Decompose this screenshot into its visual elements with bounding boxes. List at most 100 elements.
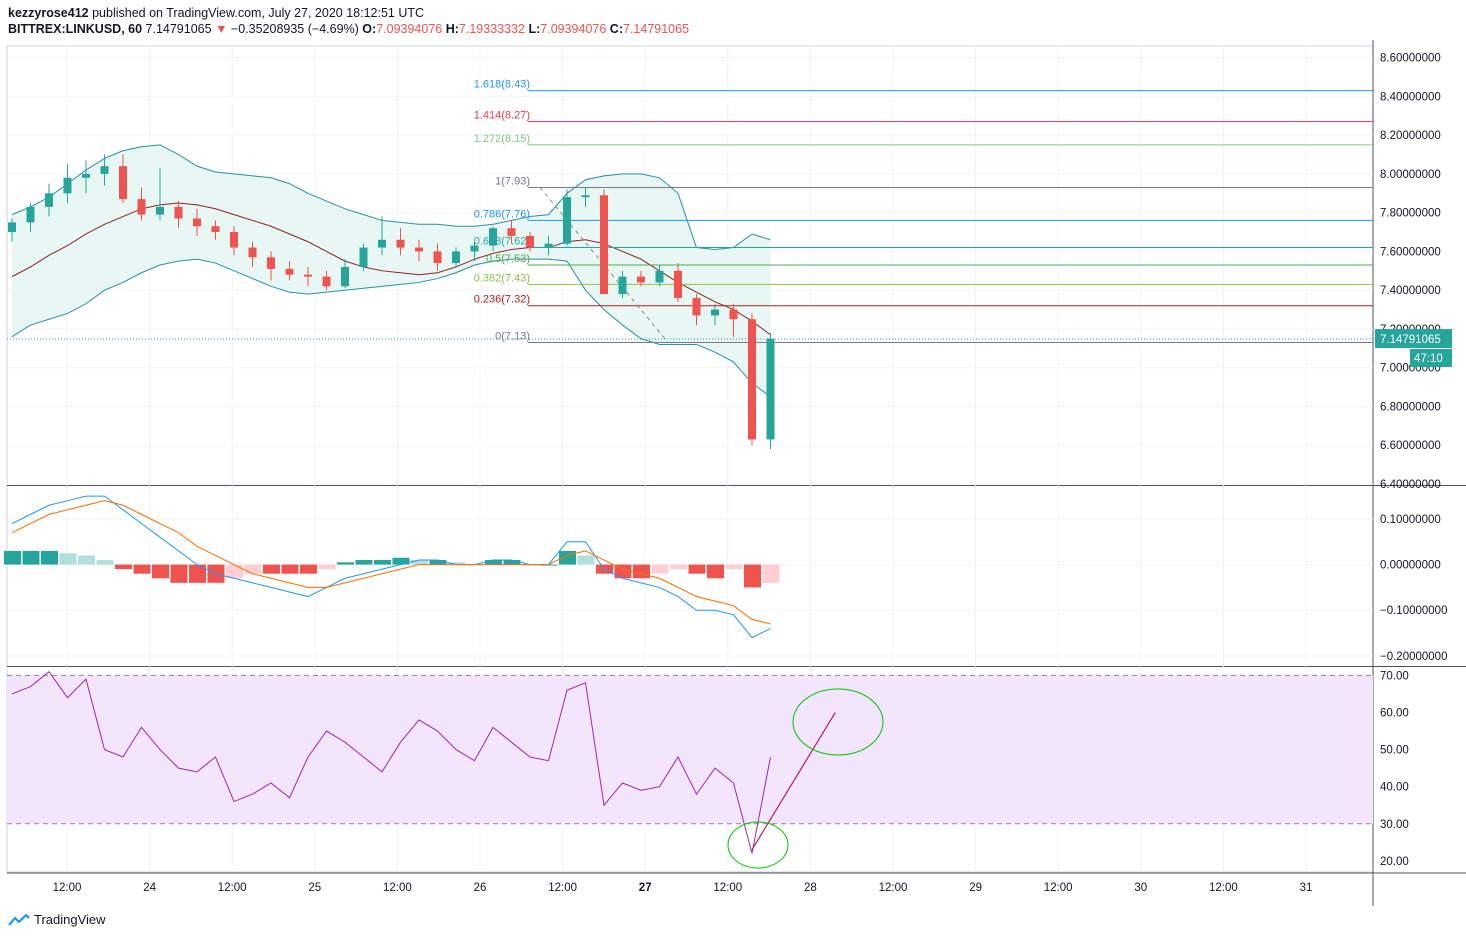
candle <box>692 294 701 326</box>
footer-brand[interactable]: TradingView <box>34 912 106 927</box>
macd-histogram-bar <box>540 564 558 566</box>
candle <box>82 160 90 194</box>
price-tick-label: 7.80000000 <box>1380 208 1441 220</box>
low-label: L: <box>528 22 541 36</box>
price-change: −0.35208935 (−4.69%) <box>230 22 359 36</box>
author-name[interactable]: kezzyrose412 <box>8 6 89 20</box>
rsi-tick-label: 50.00 <box>1380 745 1409 757</box>
candle-body <box>600 195 608 295</box>
macd-tick-label: −0.10000000 <box>1380 605 1447 617</box>
candle <box>637 270 645 287</box>
macd-histogram-bar <box>448 562 465 565</box>
macd-histogram-bar <box>78 555 95 565</box>
candle <box>100 154 109 186</box>
macd-histogram-bar <box>41 550 58 565</box>
chart-area[interactable]: 12:00 24 12:00 25 12:00 26 12:00 27 12:00 28 12:00… <box>0 0 1466 906</box>
macd-line <box>11 495 771 639</box>
macd-tick-label: 0.00000000 <box>1380 560 1441 572</box>
candle-body <box>285 268 294 275</box>
candle-body <box>63 177 72 194</box>
candle-body <box>359 247 368 267</box>
macd-signal-line <box>11 500 771 625</box>
candle <box>544 235 553 256</box>
candle <box>748 313 756 446</box>
fib-level-label: 0.5(7.53) <box>486 253 530 265</box>
rsi-tick-label: 30.00 <box>1380 819 1409 831</box>
candle <box>655 265 664 287</box>
candle-body <box>248 247 257 258</box>
price-tick-label: 7.40000000 <box>1380 285 1441 297</box>
candle <box>322 270 331 291</box>
macd-histogram-bar <box>577 555 595 565</box>
time-tick-label: 26 <box>474 882 487 894</box>
candle <box>267 251 275 281</box>
candle-body <box>711 309 719 316</box>
tradingview-logo-icon <box>8 913 30 926</box>
candle-body <box>100 166 109 174</box>
candle-body <box>45 193 53 207</box>
macd-histogram-bar <box>485 560 502 565</box>
macd-histogram-bar <box>707 564 724 579</box>
candle-body <box>137 199 146 215</box>
candle <box>507 220 516 244</box>
close-value: 7.14791065 <box>623 22 690 36</box>
candle <box>174 201 183 229</box>
candle <box>563 189 571 246</box>
time-tick-label: 12:00 <box>218 882 247 894</box>
macd-tick-label: 0.10000000 <box>1380 514 1441 526</box>
price-tick-label: 7.60000000 <box>1380 246 1441 258</box>
price-tick-label: 8.20000000 <box>1380 130 1441 142</box>
candle-body <box>26 206 35 223</box>
candle <box>452 247 460 267</box>
current-price-badge <box>1375 329 1452 349</box>
candle-body <box>581 195 590 198</box>
last-price: 7.14791065 <box>145 22 212 36</box>
candle-body <box>637 276 645 283</box>
candle-body <box>655 270 664 283</box>
candle-body <box>489 228 497 246</box>
candle <box>230 226 238 256</box>
macd-histogram-bar <box>59 553 77 565</box>
candle <box>600 189 608 295</box>
candle <box>711 303 719 326</box>
header-line-quote: BITTREX:LINKUSD, 60 7.14791065 ▼ −0.3520… <box>8 22 689 36</box>
candle-body <box>230 232 238 248</box>
time-tick-label: 31 <box>1300 882 1313 894</box>
macd-histogram-bar <box>762 564 780 583</box>
fib-level-label: 0.618(7.62) <box>474 236 530 248</box>
macd-histogram-bar <box>115 564 132 570</box>
macd-histogram-bar <box>633 564 650 579</box>
candle <box>304 266 312 287</box>
candle-body <box>544 243 553 248</box>
candle <box>415 239 423 262</box>
time-tick-label: 29 <box>969 882 982 894</box>
candle-body <box>322 276 331 287</box>
candle-body <box>526 235 534 248</box>
macd-histogram-bar <box>300 564 317 574</box>
candle-body <box>267 257 275 269</box>
candle-body <box>748 319 756 440</box>
rsi-trendline <box>751 712 836 851</box>
candle <box>285 261 294 281</box>
candle <box>729 303 738 337</box>
price-tick-label: 6.80000000 <box>1380 401 1441 413</box>
candle <box>618 270 627 298</box>
candle <box>766 332 775 450</box>
candle <box>63 164 72 203</box>
fib-level-label: 0.786(7.76) <box>474 208 530 220</box>
open-value: 7.09394076 <box>376 22 443 36</box>
candle-body <box>470 245 479 252</box>
time-tick-label: 30 <box>1134 882 1147 894</box>
time-tick-label: 24 <box>143 882 156 894</box>
published-text: published on TradingView.com, July 27, 2… <box>92 6 425 20</box>
time-tick-label: 27 <box>639 882 652 894</box>
time-tick-label: 25 <box>308 882 321 894</box>
candle <box>45 183 53 217</box>
macd-histogram-bar <box>503 560 521 565</box>
high-label: H: <box>445 22 459 36</box>
time-tick-label: 12:00 <box>713 882 742 894</box>
time-tick-label: 12:00 <box>1209 882 1238 894</box>
price-tick-label: 6.40000000 <box>1380 479 1441 491</box>
candle-body <box>452 251 460 264</box>
candle <box>341 259 349 289</box>
